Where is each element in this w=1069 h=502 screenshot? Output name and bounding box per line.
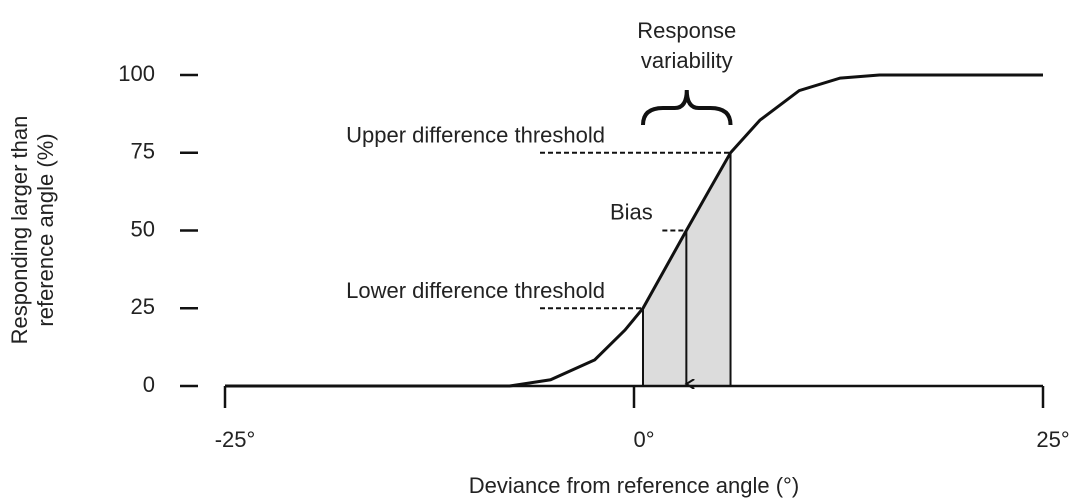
variability-label: variability: [641, 48, 733, 73]
variability-brace: [640, 89, 733, 126]
x-tick-label: -25°: [215, 427, 256, 452]
y-tick-label: 25: [131, 294, 155, 319]
y-tick-label: 100: [118, 61, 155, 86]
y-tick-label: 0: [143, 372, 155, 397]
y-axis-label: Responding larger than reference angle (…: [7, 116, 58, 345]
bias-label: Bias: [610, 199, 653, 224]
variability-label: Response: [637, 18, 736, 43]
y-tick-label: 75: [131, 139, 155, 164]
x-axis-label: Deviance from reference angle (°): [469, 473, 799, 498]
x-tick-label: 0°: [633, 427, 654, 452]
threshold-label: Lower difference threshold: [346, 278, 605, 303]
threshold-label: Upper difference threshold: [346, 123, 605, 148]
curve: [225, 73, 1043, 388]
x-tick-label: 25°: [1036, 427, 1069, 452]
y-axis-label-line: Responding larger than: [7, 116, 32, 345]
y-axis-label-line: reference angle (%): [33, 133, 58, 326]
y-tick-label: 50: [131, 216, 155, 241]
